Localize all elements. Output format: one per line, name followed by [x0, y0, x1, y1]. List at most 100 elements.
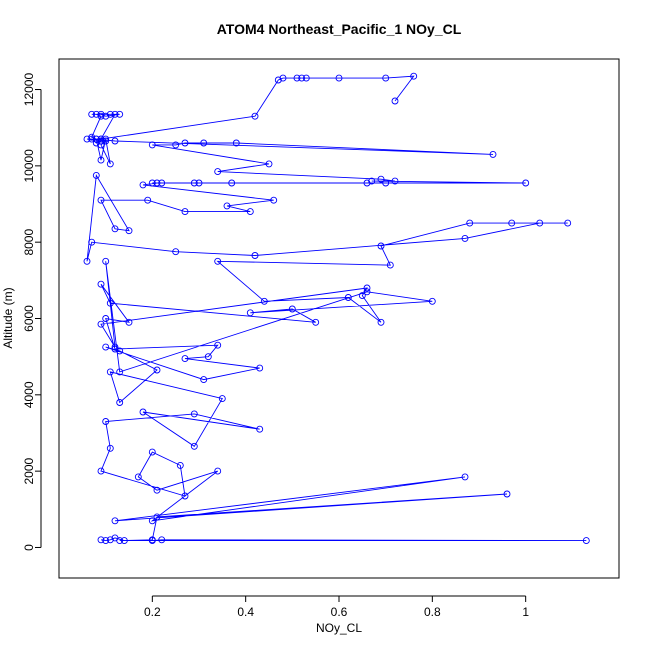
data-point [111, 343, 119, 351]
data-point [503, 490, 511, 498]
data-point [377, 175, 385, 183]
data-point [293, 74, 301, 82]
data-point [368, 177, 376, 185]
data-point [251, 252, 259, 259]
y-tick-label: 12000 [22, 73, 36, 107]
data-point [134, 473, 142, 481]
y-tick-label: 8000 [22, 229, 36, 256]
data-point [88, 133, 96, 141]
data-point [214, 467, 222, 475]
data-point [102, 112, 110, 120]
chart-title: ATOM4 Northeast_Pacific_1 NOy_CL [217, 21, 462, 37]
data-point [265, 160, 273, 168]
y-axis-label: Altitude (m) [1, 287, 15, 348]
data-point [288, 305, 296, 313]
x-axis: 0.2 0.4 0.6 0.8 1 [144, 595, 529, 619]
data-point [139, 408, 147, 416]
data-point [106, 536, 114, 544]
data-point [363, 288, 371, 296]
x-tick-label: 0.4 [237, 605, 254, 619]
data-point [190, 179, 198, 187]
data-point [148, 536, 156, 544]
data-point [116, 347, 124, 355]
data-point [428, 297, 436, 305]
data-point [97, 156, 105, 164]
data-point [111, 517, 119, 525]
data-point [158, 179, 166, 187]
series-layer [83, 72, 590, 545]
x-tick-label: 1 [522, 605, 529, 619]
data-point [363, 284, 371, 292]
data-point [97, 112, 105, 120]
data-point [522, 179, 530, 187]
data-point [153, 513, 161, 521]
data-point [256, 425, 264, 433]
data-point [218, 395, 226, 403]
y-tick-label: 2000 [22, 457, 36, 484]
data-point [190, 410, 198, 418]
data-point [106, 110, 114, 118]
data-point [302, 74, 310, 82]
data-point [363, 179, 371, 187]
data-point [92, 110, 100, 118]
y-tick-label: 0 [22, 544, 36, 551]
data-point [344, 294, 352, 301]
data-point [246, 208, 254, 216]
data-point [461, 234, 469, 242]
data-point [116, 368, 124, 376]
data-point [386, 261, 394, 269]
data-point [461, 473, 469, 481]
data-point [232, 139, 240, 147]
x-tick-label: 0.2 [144, 605, 161, 619]
data-point [153, 486, 161, 494]
data-point [214, 341, 222, 349]
data-point [279, 74, 287, 82]
data-point [102, 137, 110, 145]
data-point [148, 517, 156, 525]
data-point [214, 168, 222, 176]
data-point [536, 219, 544, 227]
data-point [256, 364, 264, 372]
data-point [116, 537, 124, 545]
data-point [102, 537, 110, 545]
data-point [489, 150, 497, 158]
data-point [358, 292, 366, 300]
data-point [97, 135, 105, 143]
data-point [92, 135, 100, 143]
data-point [298, 74, 306, 82]
data-point [195, 179, 203, 187]
data-point [270, 196, 278, 204]
data-point [111, 137, 119, 145]
data-point [335, 74, 343, 82]
data-point [106, 368, 114, 376]
data-point [274, 76, 282, 84]
data-point [102, 257, 110, 265]
data-point [153, 366, 161, 374]
data-point [200, 139, 208, 147]
data-point [251, 112, 259, 120]
data-point [172, 141, 180, 149]
data-point [410, 72, 418, 80]
data-point [200, 376, 208, 384]
y-tick-label: 4000 [22, 381, 36, 408]
data-point [97, 280, 105, 288]
y-tick-label: 10000 [22, 149, 36, 183]
data-point [83, 257, 91, 265]
data-point [214, 257, 222, 265]
plot-frame [58, 58, 620, 579]
data-point [312, 318, 320, 326]
data-point [116, 110, 124, 118]
data-point [125, 227, 133, 235]
data-point [88, 238, 96, 246]
y-tick-label: 6000 [22, 305, 36, 332]
data-point [111, 345, 119, 353]
series-line [86, 75, 587, 542]
x-tick-label: 0.8 [424, 605, 441, 619]
data-point [181, 208, 189, 216]
data-point [148, 179, 156, 187]
data-point [148, 141, 156, 149]
data-point [88, 135, 96, 143]
data-point [120, 537, 128, 545]
data-point [102, 343, 110, 351]
